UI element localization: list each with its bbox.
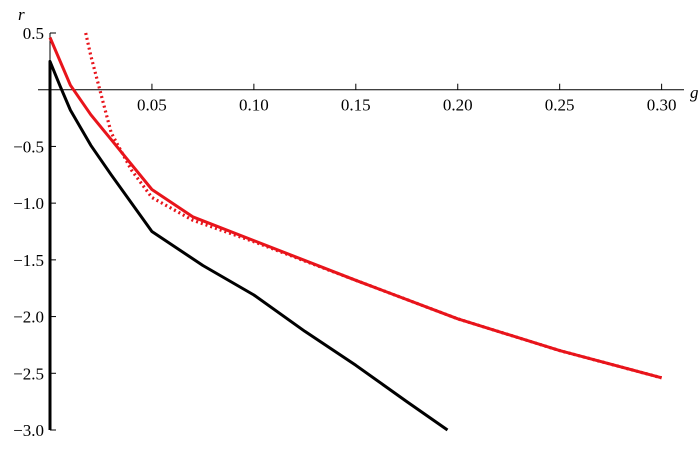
x-tick-label: 0.15	[341, 96, 371, 115]
x-tick-label: 0.10	[239, 96, 269, 115]
x-tick-label: 0.25	[545, 96, 575, 115]
y-tick-label: −2.0	[13, 308, 44, 327]
series-line	[84, 32, 663, 380]
x-tick-label: 0.05	[137, 96, 167, 115]
series-line	[48, 36, 662, 380]
y-tick-label: −0.5	[13, 137, 44, 156]
y-tick-label: −1.0	[13, 194, 44, 213]
x-tick-label: 0.20	[443, 96, 473, 115]
y-tick-label: −1.5	[13, 251, 44, 270]
x-tick-label: 0.30	[647, 96, 677, 115]
y-tick-label: −3.0	[13, 421, 44, 440]
y-tick-label: −2.5	[13, 364, 44, 383]
y-axis-label: r	[18, 5, 25, 24]
y-tick-label: 0.5	[23, 24, 44, 43]
series-line	[48, 59, 449, 432]
x-axis-label: g	[690, 83, 699, 102]
